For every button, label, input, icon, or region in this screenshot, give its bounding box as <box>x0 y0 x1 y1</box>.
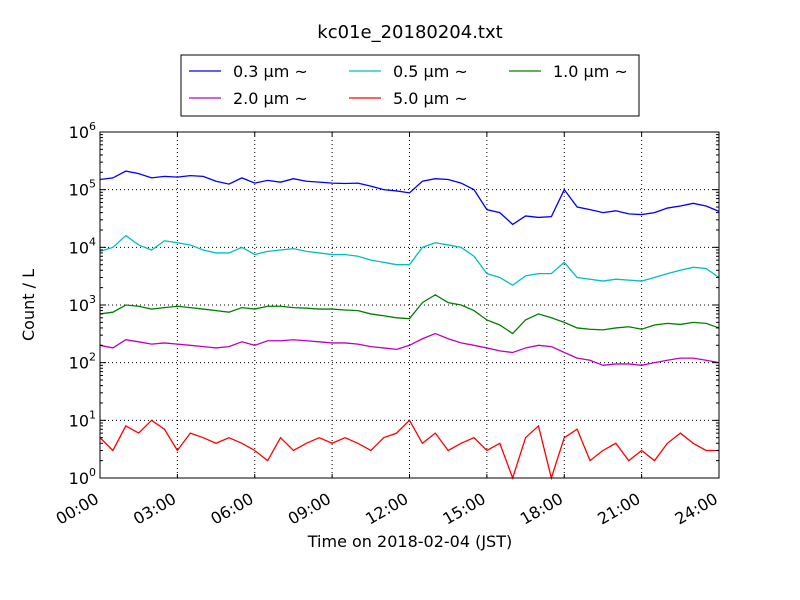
y-tick-label: 104 <box>69 235 96 257</box>
legend-entry: 5.0 μm ~ <box>393 89 468 108</box>
y-tick-labels: 100 101 102 103 104 105 106 <box>69 120 96 488</box>
legend-entry: 0.5 μm ~ <box>393 62 468 81</box>
x-tick-label: 03:00 <box>130 489 179 529</box>
legend-entry: 2.0 μm ~ <box>233 89 308 108</box>
legend-entry: 1.0 μm ~ <box>553 62 628 81</box>
grid <box>100 132 719 478</box>
series-line-1 <box>99 170 720 226</box>
chart-title: kc01e_20180204.txt <box>317 22 502 43</box>
x-tick-label: 21:00 <box>594 489 643 529</box>
series-line-2 <box>99 234 720 287</box>
x-tick-labels: 00:00 03:00 06:00 09:00 12:00 15:00 18:00 21:00… <box>53 489 721 529</box>
y-tick-label: 103 <box>69 293 96 315</box>
y-tick-label: 102 <box>69 351 96 373</box>
x-tick-label: 15:00 <box>439 489 488 529</box>
x-tick-label: 00:00 <box>53 489 102 529</box>
y-tick-label: 106 <box>69 120 96 142</box>
series-line-5 <box>99 419 719 481</box>
y-tick-label: 100 <box>69 466 96 488</box>
y-axis-label: Count / L <box>19 269 38 341</box>
axis-ticks <box>99 131 720 479</box>
legend: 0.3 μm ~ 0.5 μm ~ 1.0 μm ~ 2.0 μm ~ 5.0 μm ~ <box>180 54 640 117</box>
legend-entry: 0.3 μm ~ <box>233 62 308 81</box>
y-tick-label: 101 <box>69 408 96 430</box>
y-tick-label: 105 <box>69 178 96 200</box>
x-tick-label: 09:00 <box>285 489 334 529</box>
x-axis-label: Time on 2018-02-04 (JST) <box>307 532 512 551</box>
legend-box <box>180 54 640 117</box>
x-tick-label: 18:00 <box>517 489 566 529</box>
x-tick-label: 06:00 <box>207 489 256 529</box>
x-tick-label: 12:00 <box>362 489 411 529</box>
x-tick-label: 24:00 <box>672 489 721 529</box>
series-line-4 <box>99 332 720 366</box>
series-group <box>99 170 720 481</box>
series-line-3 <box>99 294 720 335</box>
